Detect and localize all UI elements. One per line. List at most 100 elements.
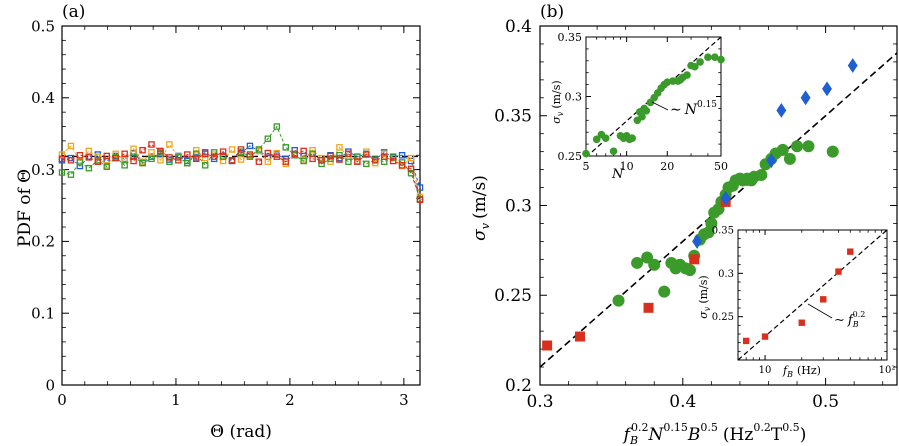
data-point-red [148, 141, 155, 148]
data-point-red [121, 150, 128, 158]
data-point-red [291, 150, 298, 158]
data-point-circle [658, 285, 671, 298]
inset2-data-point [835, 268, 842, 275]
panel-a: (a) 0 1 2 3 0 0.1 0.2 0.3 0.4 0.5 PDF of Θ Θ (rad… [15, 2, 424, 442]
data-point-orange [273, 149, 281, 157]
data-point-green [363, 160, 370, 168]
data-point-red [345, 150, 352, 158]
data-point-red [264, 149, 272, 157]
panel-a-y-tick-label: 0 [45, 376, 55, 394]
data-point-red [300, 147, 307, 155]
data-point-orange [58, 151, 66, 158]
data-point-green [85, 164, 93, 172]
data-point-circle [612, 294, 625, 307]
data-point-blue [416, 184, 424, 191]
data-point-red [219, 148, 227, 155]
data-point-red [166, 154, 173, 161]
data-point-green [121, 162, 128, 169]
data-point-red [246, 151, 254, 158]
inset1-data-point [683, 71, 691, 79]
data-point-circle [783, 152, 796, 165]
inset1-annotation-pointer [651, 101, 669, 111]
inset1-x-tick-label: 20 [660, 160, 674, 173]
panel-b: (b) 0.3 0.4 0.50.20.250.30.350.4 σv(m/s) f… [470, 2, 898, 446]
data-point-red [76, 151, 84, 159]
data-point-diamond [776, 102, 787, 118]
data-point-green [139, 159, 146, 167]
data-point-diamond [800, 90, 811, 106]
data-point-square [542, 340, 553, 351]
data-point-orange [407, 154, 415, 162]
data-point-red [103, 152, 111, 160]
inset1-data-point [601, 134, 610, 142]
data-point-red [380, 153, 388, 160]
inset1-data-point [691, 62, 699, 71]
inset2-data-point [798, 319, 805, 326]
panel-a-x-axis-label: Θ (rad) [210, 422, 272, 442]
data-point-green [210, 149, 218, 156]
data-point-orange [219, 157, 227, 165]
data-point-orange [148, 149, 155, 156]
data-point-red [309, 155, 316, 163]
panel-a-x-tick-label: 2 [285, 391, 295, 409]
data-point-square [689, 254, 700, 265]
inset1-data-point [628, 134, 637, 142]
data-point-circle [683, 264, 696, 277]
inset2-y-axis-label: σv(m/s) [697, 275, 712, 318]
data-point-orange [237, 156, 245, 163]
data-point-orange [157, 157, 164, 164]
inset1-annotation: ∼ N0.15 [670, 100, 717, 118]
inset2-data-point [761, 333, 769, 340]
inset2-annotation-pointer [807, 303, 833, 319]
data-point-orange [67, 142, 75, 150]
inset1-data-point [717, 55, 725, 64]
data-point-green [255, 146, 263, 153]
inset1-x-axis-label: N [611, 167, 624, 182]
panel-a-y-tick-label: 0.4 [31, 89, 55, 107]
data-point-orange [336, 144, 343, 151]
data-point-orange [85, 147, 93, 155]
data-point-green [318, 160, 325, 168]
inset2-data-point [847, 248, 854, 255]
inset2-data-point [742, 337, 750, 345]
data-point-red [318, 157, 325, 164]
data-point-diamond [766, 153, 777, 169]
inset1-data-point [696, 58, 704, 66]
data-point-green [148, 155, 155, 163]
data-point-circle [755, 168, 768, 181]
data-point-circle [776, 143, 789, 156]
panel-b-x-tick-label: 0.3 [526, 392, 553, 412]
data-point-circle [631, 256, 644, 269]
data-point-circle [648, 258, 661, 271]
inset1-data-point [582, 149, 590, 158]
inset1-x-tick-label: 10 [620, 160, 634, 173]
inset1-y-axis-label: σv(m/s) [550, 80, 565, 123]
data-point-square [643, 302, 654, 313]
data-point-red [255, 158, 263, 165]
data-point-green [184, 159, 191, 167]
data-point-red [228, 157, 236, 164]
inset1-data-point [609, 147, 618, 156]
inset1-y-tick-label: 0.35 [558, 31, 583, 44]
data-point-circle [802, 140, 815, 153]
inset2-data-point [820, 296, 827, 303]
panel-b-y-tick-label: 0.3 [505, 196, 532, 216]
data-point-green [76, 159, 84, 166]
data-point-green [389, 154, 397, 161]
inset1-data-point [638, 112, 646, 121]
panel-b-y-tick-label: 0.25 [494, 286, 532, 306]
data-point-square [574, 331, 585, 342]
data-point-red [354, 158, 361, 165]
inset2-x-axis-label: fB (Hz) [782, 364, 821, 379]
data-point-red [192, 155, 200, 163]
data-point-green [345, 158, 352, 165]
data-point-orange [166, 141, 173, 148]
data-point-red [201, 150, 209, 158]
data-point-green [407, 169, 415, 177]
inset2-y-tick-label: 0.35 [712, 226, 734, 237]
data-point-red [237, 146, 245, 153]
data-point-red [130, 157, 137, 165]
data-point-blue [398, 151, 406, 159]
panel-b-y-tick-label: 0.4 [505, 17, 532, 37]
data-point-green [166, 158, 173, 165]
